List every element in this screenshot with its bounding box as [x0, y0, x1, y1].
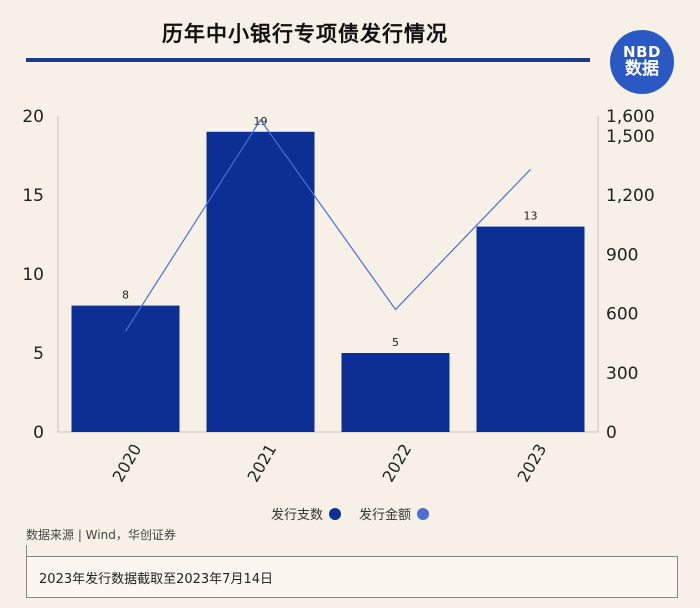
chart-title: 历年中小银行专项债发行情况 [162, 22, 448, 46]
combo-chart: 0510152003006009001,2001,5001,6008202019… [22, 107, 655, 486]
bar [206, 131, 315, 433]
note-box: 2023年发行数据截取至2023年7月14日 [26, 556, 678, 598]
amount-line [124, 118, 531, 332]
legend-label-amount: 发行金额 [359, 508, 412, 523]
x-tick-label: 2020 [109, 441, 146, 486]
left-tick-label: 15 [22, 186, 44, 206]
legend-label-count: 发行支数 [270, 508, 323, 523]
bar [341, 353, 450, 432]
bar [476, 226, 585, 432]
bar [71, 305, 180, 432]
bar-data-label: 5 [392, 336, 399, 349]
x-tick-label: 2022 [379, 441, 416, 486]
legend-item-amount: 发行金额 [359, 504, 430, 523]
nbd-logo: NBD 数据 [610, 30, 674, 94]
left-tick-label: 0 [33, 423, 44, 443]
bar-data-label: 8 [122, 289, 129, 302]
right-tick-label: 300 [606, 364, 638, 384]
bar-data-label: 13 [524, 210, 538, 223]
right-tick-label: 1,500 [606, 127, 655, 147]
logo-text-top: NBD [623, 43, 661, 62]
right-tick-label: 1,200 [606, 186, 655, 206]
left-tick-label: 20 [22, 107, 44, 127]
note-connector [26, 545, 27, 557]
right-tick-label: 1,600 [606, 107, 655, 127]
x-tick-label: 2021 [244, 441, 281, 486]
chart-legend: 发行支数 发行金额 [0, 504, 700, 523]
right-tick-label: 0 [606, 423, 617, 443]
title-underline [26, 58, 590, 62]
left-tick-label: 5 [33, 344, 44, 364]
note-text: 2023年发行数据截取至2023年7月14日 [39, 571, 273, 587]
legend-swatch-count [329, 507, 341, 520]
legend-item-count: 发行支数 [271, 504, 341, 523]
right-tick-label: 900 [606, 245, 638, 265]
left-tick-label: 10 [22, 265, 44, 285]
legend-swatch-amount [417, 507, 430, 520]
right-tick-label: 600 [606, 305, 638, 325]
logo-text-bottom: 数据 [625, 58, 659, 79]
x-tick-label: 2023 [514, 441, 551, 486]
data-source: 数据来源 | Wind，华创证券 [26, 528, 176, 542]
